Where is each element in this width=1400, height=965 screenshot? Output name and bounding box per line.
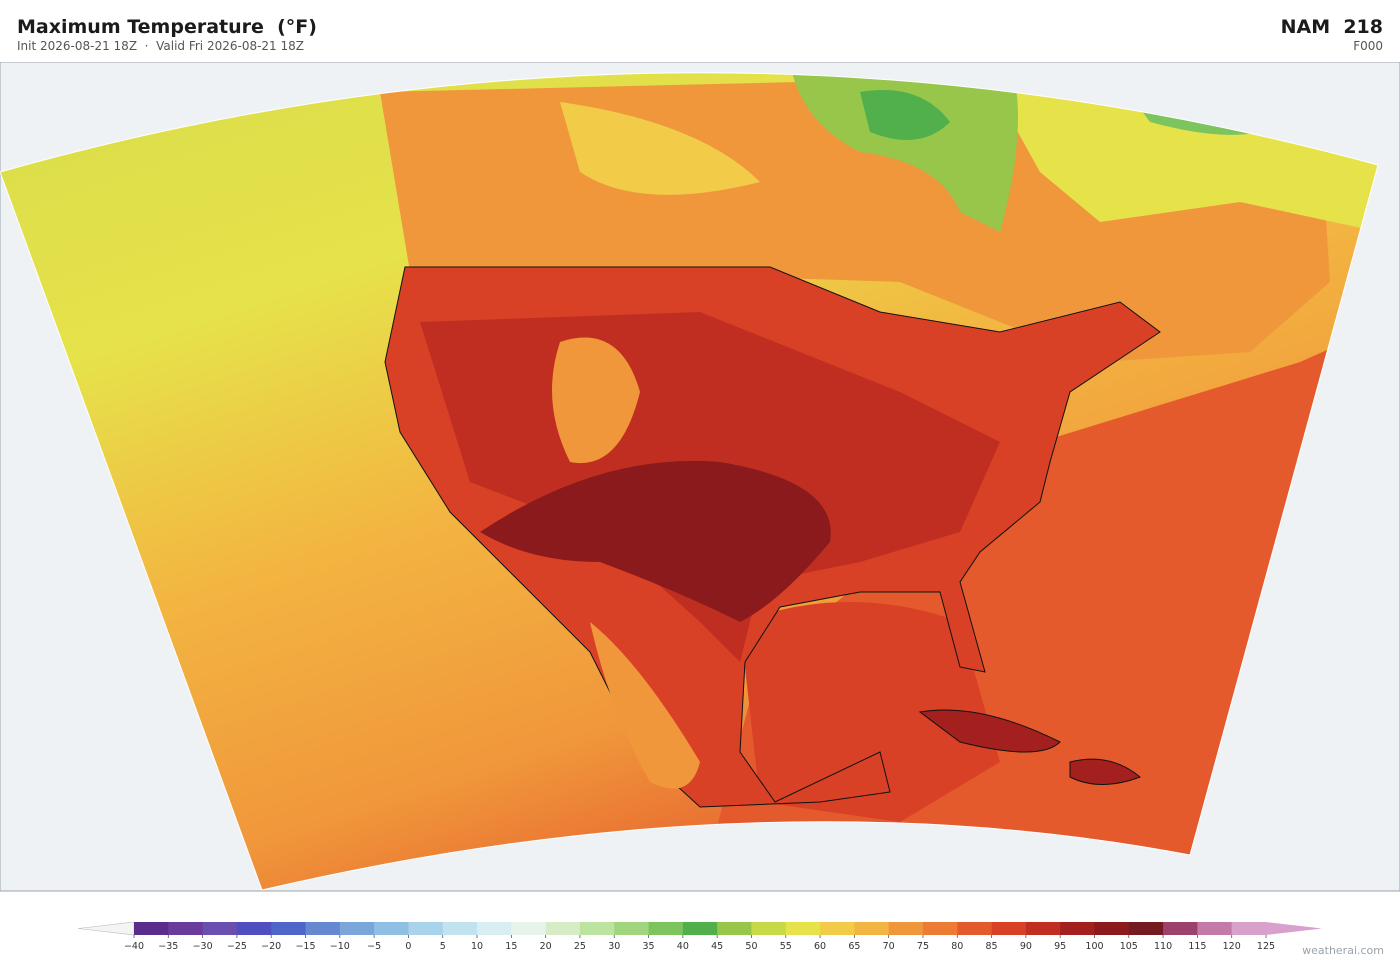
- colorbar-tick-label: −5: [367, 941, 381, 952]
- colorbar-bin: [374, 922, 409, 935]
- colorbar-tick-label: 15: [505, 941, 517, 952]
- colorbar-tick-label: −20: [261, 941, 281, 952]
- colorbar-bin: [477, 922, 512, 935]
- colorbar-bin: [854, 922, 890, 935]
- hudson-bay-field: [790, 72, 1018, 232]
- mexico-highlands: [590, 622, 700, 789]
- colorbar-tick-label: 35: [642, 941, 654, 952]
- colorbar-bin: [648, 922, 684, 935]
- colorbar-bin: [1163, 922, 1198, 935]
- colorbar-tick-label: 90: [1020, 941, 1032, 952]
- colorbar-bin: [614, 922, 649, 935]
- colorbar: −40 −35 −30 −25 −20 −15 −10 −5 0 5 10 15 20 25 30 35 40 4…: [77, 921, 1322, 952]
- colorbar-bin: [785, 922, 821, 935]
- colorbar-bin: [271, 922, 306, 935]
- forecast-hour: F000: [1353, 39, 1383, 53]
- colorbar-bin: [888, 922, 924, 935]
- colorbar-tick-label: 125: [1257, 941, 1275, 952]
- colorbar-bin: [717, 922, 752, 935]
- colorbar-tick-label: −15: [295, 941, 315, 952]
- map: [0, 62, 1400, 892]
- colorbar-tick-label: 0: [405, 941, 411, 952]
- colorbar-bin: [305, 922, 341, 935]
- colorbar-tick-label: 40: [677, 941, 689, 952]
- cuba: [918, 709, 1061, 753]
- gulf-field: [740, 602, 1000, 822]
- colorbar-bin: [545, 922, 581, 935]
- colorbar-tick-label: 105: [1120, 941, 1138, 952]
- colorbar-bin: [1025, 922, 1061, 935]
- colorbar-tick-label: 70: [883, 941, 895, 952]
- colorbar-tick-label: 55: [780, 941, 792, 952]
- colorbar-tick-label: 50: [745, 941, 757, 952]
- domain-edge: [0, 72, 1379, 891]
- colorbar-bin: [511, 922, 547, 935]
- colorbar-tick-label: −35: [158, 941, 178, 952]
- colorbar-bin: [202, 922, 238, 935]
- colorbar-tick-label: 60: [814, 941, 826, 952]
- colorbar-bin: [922, 922, 958, 935]
- colorbar-tick-label: 100: [1085, 941, 1103, 952]
- colorbar-tick-label: 95: [1054, 941, 1066, 952]
- map-title: Maximum Temperature (°F): [17, 16, 317, 38]
- colorbar-bin: [751, 922, 787, 935]
- colorbar-over: [1266, 922, 1322, 935]
- colorbar-bin: [442, 922, 478, 935]
- hispaniola: [1069, 758, 1141, 785]
- colorbar-bin: [957, 922, 992, 935]
- colorbar-tick-label: 75: [917, 941, 929, 952]
- rockies-cooler: [552, 337, 640, 464]
- colorbar-tick-label: −40: [124, 941, 144, 952]
- colorbar-tick-label: 25: [574, 941, 586, 952]
- colorbar-bin: [236, 922, 272, 935]
- colorbar-bin: [168, 922, 204, 935]
- colorbar-bin: [134, 922, 169, 935]
- colorbar-tick-label: −10: [330, 941, 350, 952]
- colorbar-tick-label: 20: [540, 941, 552, 952]
- model-name: NAM 218: [1280, 16, 1383, 38]
- colorbar-tick-label: 65: [848, 941, 860, 952]
- colorbar-tick-label: 5: [440, 941, 446, 952]
- southwest-hottest: [480, 460, 831, 622]
- colorbar-tick-label: −25: [227, 941, 247, 952]
- colorbar-tick-label: 30: [608, 941, 620, 952]
- hudson-bay-cool: [860, 90, 950, 140]
- colorbar-bin: [1128, 922, 1164, 935]
- colorbar-bin: [1060, 922, 1095, 935]
- map-subtitle: Init 2026-08-21 18Z · Valid Fri 2026-08-…: [17, 39, 304, 53]
- colorbar-bin: [1094, 922, 1130, 935]
- colorbar-tick-label: 120: [1223, 941, 1241, 952]
- colorbar-tick-label: 115: [1188, 941, 1206, 952]
- colorbar-tick-label: 45: [711, 941, 723, 952]
- colorbar-bin: [339, 922, 375, 935]
- colorbar-bin: [1231, 922, 1267, 935]
- colorbar-bin: [991, 922, 1027, 935]
- colorbar-bin: [682, 922, 718, 935]
- colorbar-bin: [820, 922, 855, 935]
- model-domain: [0, 72, 1378, 890]
- colorbar-bin: [1197, 922, 1233, 935]
- credit: weatherai.com: [1302, 944, 1384, 957]
- colorbar-tick-label: 10: [471, 941, 483, 952]
- canada-warm: [560, 102, 760, 195]
- colorbar-tick-label: 80: [951, 941, 963, 952]
- colorbar-tick-label: 85: [986, 941, 998, 952]
- colorbar-tick-label: 110: [1154, 941, 1172, 952]
- colorbar-under: [77, 921, 135, 936]
- colorbar-bin: [579, 922, 615, 935]
- colorbar-tick-label: −30: [193, 941, 213, 952]
- colorbar-bin: [408, 922, 444, 935]
